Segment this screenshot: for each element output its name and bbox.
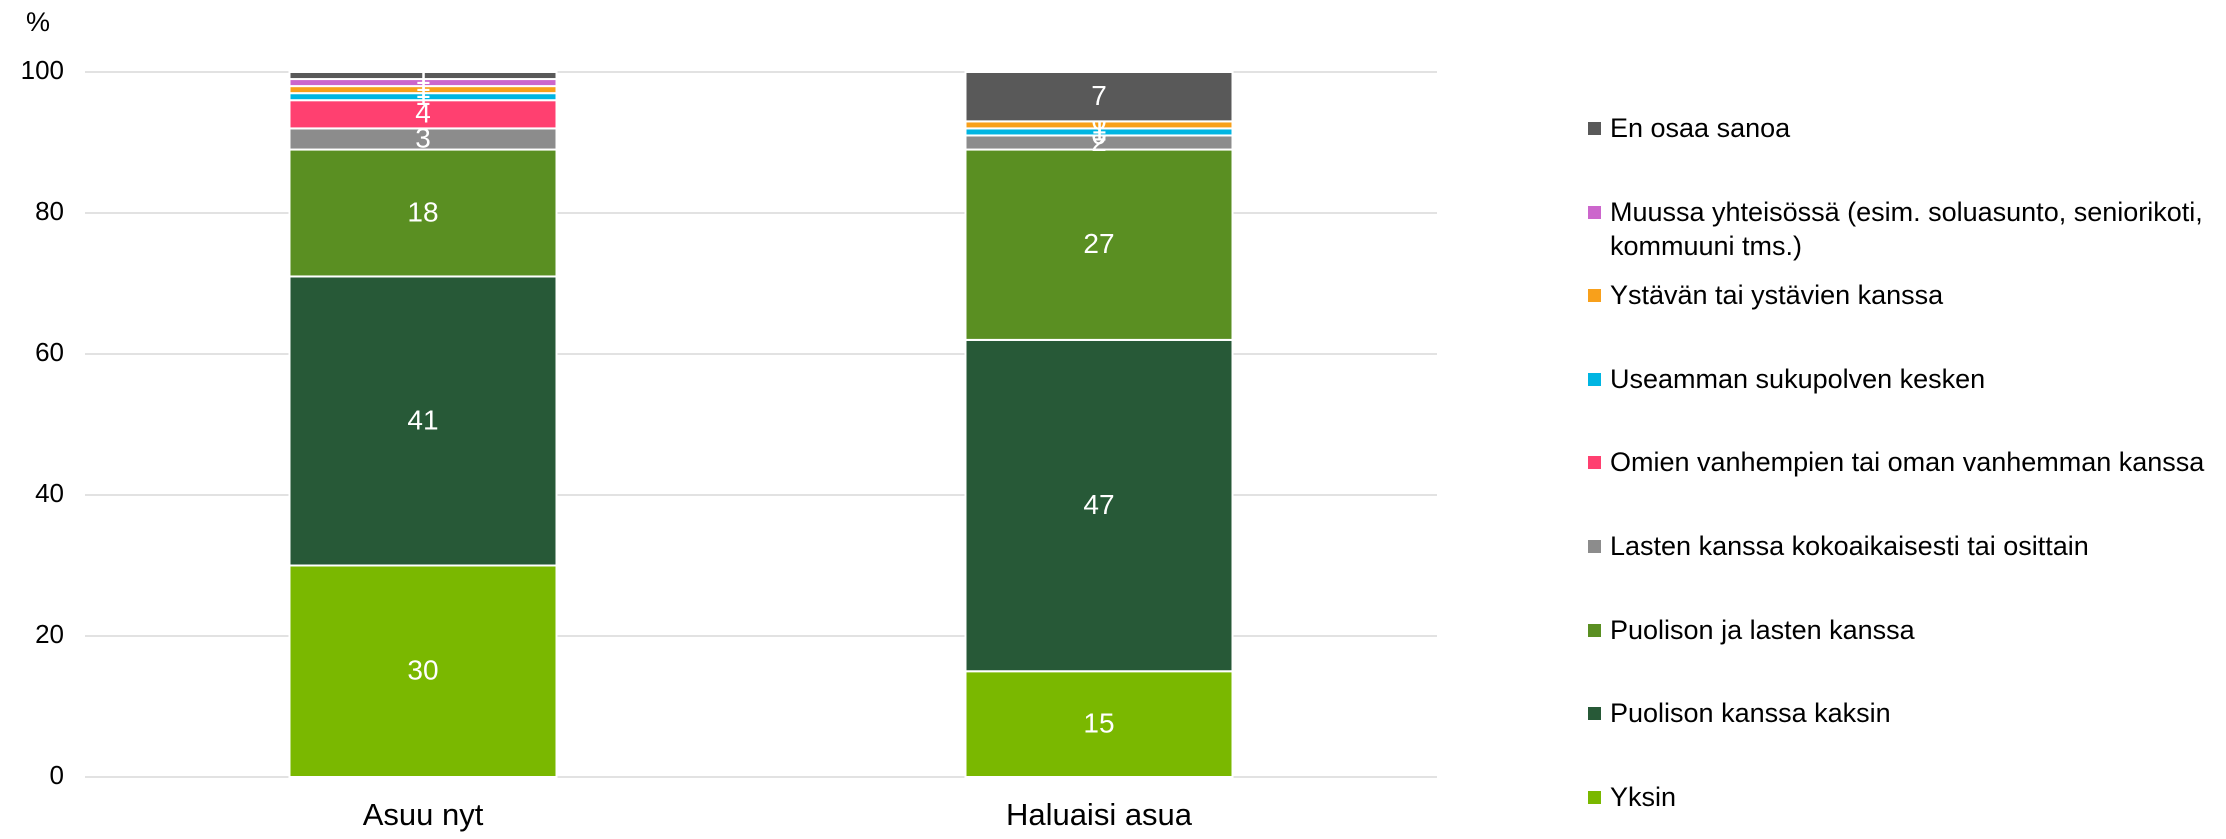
bar-segment (964, 148, 1234, 341)
legend-item: Muussa yhteisössä (esim. soluasunto, sen… (1588, 195, 2213, 263)
data-label: 30 (407, 655, 438, 686)
data-label: 4 (415, 98, 431, 129)
y-tick-label: 20 (35, 619, 64, 649)
legend-label: Lasten kanssa kokoaikaisesti tai osittai… (1610, 531, 2089, 561)
legend-item: Puolison kanssa kaksin (1588, 696, 2213, 730)
data-label: 47 (1083, 489, 1114, 520)
legend-item: Useamman sukupolven kesken (1588, 362, 2213, 396)
bar-segment (964, 670, 1234, 778)
x-tick-label: Haluaisi asua (1006, 797, 1193, 832)
legend-item: Yksin (1588, 780, 2213, 814)
bar-segment (288, 71, 558, 81)
data-label: 3 (415, 122, 431, 153)
legend-label: Muussa yhteisössä (esim. soluasunto, sen… (1610, 196, 2203, 261)
legend-label: En osaa sanoa (1610, 113, 1791, 143)
legend-label: Puolison kanssa kaksin (1610, 698, 1891, 729)
bar-segment (288, 99, 558, 130)
data-label: 41 (407, 404, 438, 435)
legend-label: Useamman sukupolven kesken (1610, 363, 1986, 394)
data-label: 1 (415, 59, 431, 90)
legend-swatch (1588, 289, 1601, 303)
bar-segment (964, 338, 1234, 673)
data-label: 15 (1083, 708, 1114, 739)
bar-segment (288, 148, 558, 278)
legend-swatch (1588, 456, 1601, 470)
y-tick-label: 100 (21, 55, 64, 85)
legend-swatch (1588, 707, 1601, 721)
data-label: 27 (1083, 228, 1114, 259)
legend-swatch (1588, 122, 1601, 135)
y-tick-label: 0 (50, 760, 64, 790)
legend-swatch (1588, 205, 1601, 219)
bar-segment (964, 71, 1234, 123)
legend-label: Ystävän tai ystävien kanssa (1610, 280, 1944, 311)
data-label: 18 (407, 196, 438, 227)
legend-label: Yksin (1610, 781, 1677, 812)
legend-swatch (1588, 790, 1601, 804)
x-tick-label: Asuu nyt (363, 797, 484, 832)
legend-item: Omien vanhempien tai oman vanhemman kans… (1588, 445, 2213, 479)
legend-swatch (1588, 623, 1601, 637)
bar-segment (288, 564, 558, 778)
y-tick-label: 40 (35, 478, 64, 508)
legend-item: Puolison ja lasten kanssa (1588, 613, 2213, 647)
y-tick-label: 60 (35, 337, 64, 367)
legend-swatch (1588, 372, 1601, 386)
y-tick-label: 80 (35, 196, 64, 226)
legend-label: Omien vanhempien tai oman vanhemman kans… (1610, 447, 2205, 478)
legend-item: Ystävän tai ystävien kanssa (1588, 278, 2213, 312)
legend-item: Lasten kanssa kokoaikaisesti tai osittai… (1588, 529, 2213, 563)
legend-swatch (1588, 540, 1601, 553)
data-label: 7 (1091, 80, 1107, 111)
bar-segment (288, 275, 558, 567)
y-axis-label: % (26, 7, 50, 37)
legend-item: En osaa sanoa (1588, 111, 2213, 145)
legend-label: Puolison ja lasten kanssa (1610, 614, 1915, 645)
